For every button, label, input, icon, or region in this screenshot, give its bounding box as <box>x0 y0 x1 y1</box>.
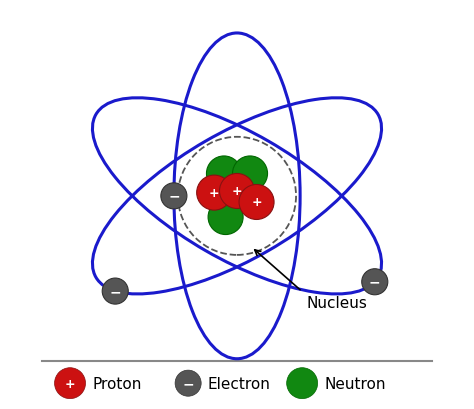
Circle shape <box>362 269 388 295</box>
Text: −: − <box>168 189 180 203</box>
Circle shape <box>287 368 318 399</box>
Circle shape <box>55 368 85 399</box>
Text: Proton: Proton <box>92 376 142 391</box>
Circle shape <box>207 157 241 191</box>
Circle shape <box>208 200 243 235</box>
Text: −: − <box>369 275 381 289</box>
Circle shape <box>102 279 128 304</box>
Circle shape <box>233 157 267 191</box>
Text: Electron: Electron <box>208 376 271 391</box>
Circle shape <box>179 139 295 254</box>
Circle shape <box>175 370 201 396</box>
Text: +: + <box>209 187 219 200</box>
Text: −: − <box>109 284 121 298</box>
Text: +: + <box>232 185 242 198</box>
Text: +: + <box>251 196 262 209</box>
Circle shape <box>161 183 187 209</box>
Text: Nucleus: Nucleus <box>306 295 367 310</box>
Circle shape <box>197 175 232 211</box>
Text: Neutron: Neutron <box>325 376 386 391</box>
Circle shape <box>219 174 255 209</box>
Circle shape <box>239 185 274 220</box>
Text: +: + <box>65 377 75 390</box>
Text: −: − <box>182 376 194 390</box>
